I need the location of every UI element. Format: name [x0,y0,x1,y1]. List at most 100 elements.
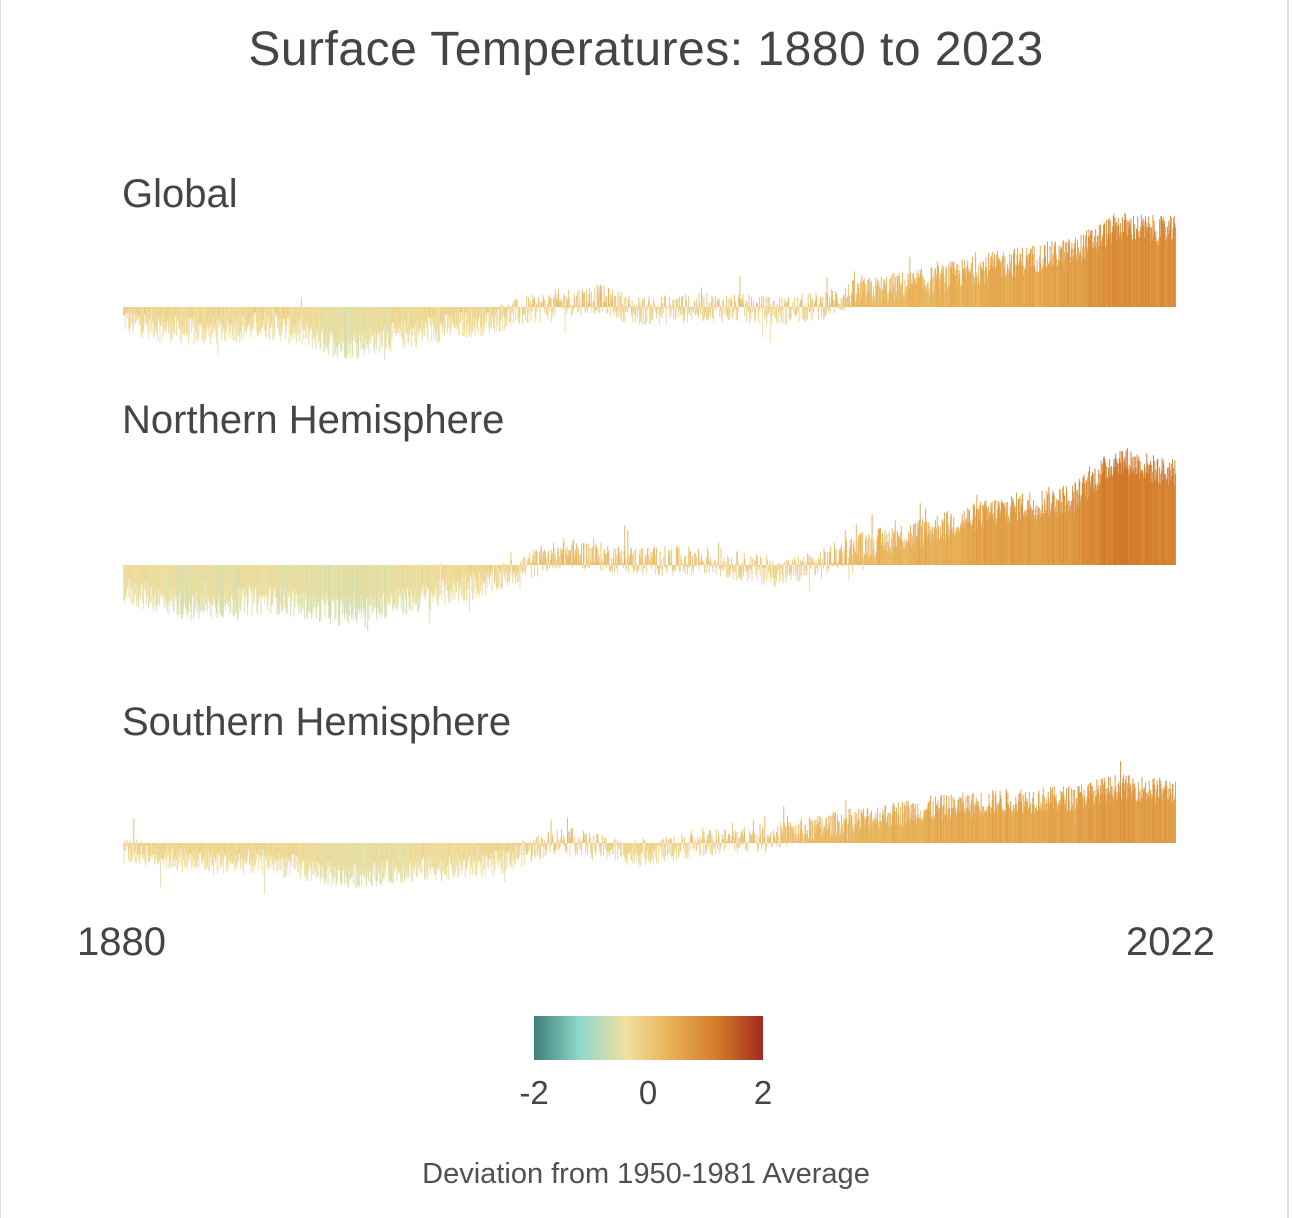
temperature-bar [963,510,965,565]
temperature-bar [1173,218,1175,307]
temperature-bar [140,565,142,585]
temperature-bar [678,843,680,858]
temperature-bar [441,843,443,878]
temperature-bar [435,843,437,881]
temperature-bar [327,307,329,342]
temperature-bar [925,284,927,307]
temperature-bar [380,307,381,330]
temperature-bar [268,307,270,338]
temperature-bar [1075,482,1076,565]
temperature-bar [575,843,577,845]
temperature-bar [445,307,447,314]
temperature-bar [978,806,980,843]
temperature-bar [830,561,832,565]
temperature-bar [916,522,918,565]
temperature-bar [269,843,271,854]
temperature-bar [416,565,417,605]
temperature-bar [181,565,183,610]
temperature-bar [544,558,546,565]
temperature-bar [555,843,557,851]
temperature-bar [858,293,860,307]
temperature-bar [686,562,688,565]
temperature-bar [729,565,731,577]
temperature-bar [570,827,572,843]
temperature-bar [991,508,992,565]
temperature-bar [742,294,744,307]
temperature-bar [335,307,337,355]
temperature-bar [729,307,730,320]
temperature-bar [370,307,372,333]
temperature-bar [450,565,452,591]
temperature-bar [1095,484,1097,565]
temperature-bar [767,834,769,843]
temperature-bar [886,301,888,307]
temperature-bar [909,822,911,843]
temperature-bar [1100,224,1101,307]
temperature-bar [741,562,743,565]
temperature-bar [473,307,475,317]
temperature-bar [1110,232,1112,307]
temperature-bar [320,565,322,598]
temperature-bar [1085,258,1087,307]
temperature-bar [289,565,291,592]
temperature-bar [508,843,510,847]
temperature-bar [1140,215,1142,307]
temperature-bar [219,307,221,320]
temperature-bar [782,307,783,310]
temperature-bar [705,565,707,566]
temperature-bar [790,565,791,576]
temperature-bar [684,837,685,843]
temperature-bar [514,299,516,307]
temperature-bar [475,565,477,599]
temperature-bar [440,843,442,881]
temperature-bar [776,565,777,582]
temperature-bar [378,843,380,874]
temperature-bar [1066,491,1068,565]
temperature-bar [574,305,576,307]
temperature-bar [870,538,872,565]
temperature-bar [543,307,545,313]
temperature-bar [154,843,156,861]
temperature-bar [260,843,262,870]
temperature-bar [392,565,394,610]
temperature-bar [655,307,657,309]
temperature-bar [554,307,556,317]
temperature-bar [388,565,390,601]
temperature-bar [532,560,534,565]
temperature-bar [697,307,699,316]
temperature-bar [578,289,580,307]
temperature-bar [1017,520,1019,565]
temperature-bar [517,565,519,582]
temperature-bar [673,307,674,321]
temperature-bar [594,563,596,565]
temperature-bar [880,820,882,843]
temperature-bar [690,835,692,843]
temperature-bar [587,843,589,855]
temperature-bar [160,843,162,888]
temperature-bar [682,843,684,845]
temperature-bar [836,565,838,568]
temperature-bar [274,843,276,857]
temperature-bar [911,803,913,843]
temperature-bar [496,565,498,591]
temperature-bar [900,807,902,843]
temperature-bar [272,843,274,865]
temperature-bar [132,307,134,332]
temperature-bar [1087,236,1089,307]
temperature-bar [597,834,599,843]
temperature-bar [278,565,280,616]
temperature-bar [247,565,249,616]
temperature-bar [332,565,334,602]
temperature-bar [905,806,907,843]
temperature-bar [243,843,244,875]
temperature-bar [484,843,486,876]
temperature-bar [420,565,422,597]
temperature-bar [827,293,829,307]
temperature-bar [716,299,718,307]
temperature-bar [261,565,263,597]
temperature-bar [694,842,696,843]
temperature-bar [542,838,543,843]
temperature-bar [1096,485,1098,565]
temperature-bar [824,307,826,319]
temperature-bar [376,565,378,621]
